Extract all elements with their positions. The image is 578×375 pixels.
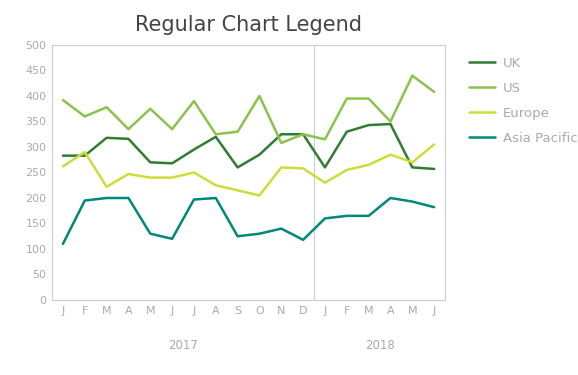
Asia Pacific [321,216,328,220]
Line: Asia Pacific: Asia Pacific [63,198,434,244]
Asia Pacific [299,238,306,242]
Europe [387,152,394,157]
Asia Pacific [103,196,110,200]
Asia Pacific [256,231,263,236]
Asia Pacific [387,196,394,200]
Europe [321,180,328,185]
Asia Pacific [169,237,176,241]
Europe [147,176,154,180]
US [212,132,219,136]
Europe [169,176,176,180]
Asia Pacific [147,231,154,236]
Europe [409,160,416,165]
Text: 2017: 2017 [168,339,198,352]
UK [409,165,416,170]
UK [191,147,198,152]
US [81,114,88,118]
UK [387,122,394,126]
US [321,137,328,142]
US [299,132,306,136]
Europe [343,168,350,172]
Europe [234,188,241,193]
Asia Pacific [365,214,372,218]
Asia Pacific [212,196,219,200]
US [431,90,438,94]
Europe [431,142,438,147]
Asia Pacific [81,198,88,203]
US [278,141,285,145]
UK [103,136,110,140]
UK [147,160,154,165]
US [365,96,372,101]
US [409,74,416,78]
Asia Pacific [431,205,438,209]
UK [125,136,132,141]
US [256,94,263,98]
Asia Pacific [60,242,66,246]
Europe [212,183,219,188]
UK [431,166,438,171]
UK [299,132,306,136]
US [60,98,66,102]
US [147,106,154,111]
Text: 2018: 2018 [365,339,394,352]
Legend: UK, US, Europe, Asia Pacific: UK, US, Europe, Asia Pacific [464,52,578,150]
UK [212,135,219,139]
UK [256,152,263,157]
UK [365,123,372,128]
Europe [81,150,88,154]
UK [81,153,88,158]
Europe [125,172,132,176]
UK [278,132,285,136]
Asia Pacific [409,200,416,204]
Asia Pacific [278,226,285,231]
Asia Pacific [125,196,132,200]
UK [60,153,66,158]
US [191,99,198,104]
Europe [299,166,306,171]
Asia Pacific [343,214,350,218]
US [343,96,350,101]
Europe [191,170,198,175]
UK [234,165,241,170]
UK [169,161,176,166]
UK [343,129,350,134]
Line: UK: UK [63,124,434,169]
Europe [256,193,263,198]
Europe [365,163,372,167]
Europe [278,165,285,170]
Europe [103,184,110,189]
Europe [60,164,66,169]
US [234,129,241,134]
UK [321,165,328,170]
US [387,119,394,124]
US [103,105,110,110]
Line: US: US [63,76,434,143]
US [125,127,132,131]
Line: Europe: Europe [63,144,434,195]
US [169,127,176,131]
Asia Pacific [191,197,198,202]
Title: Regular Chart Legend: Regular Chart Legend [135,15,362,35]
Asia Pacific [234,234,241,238]
